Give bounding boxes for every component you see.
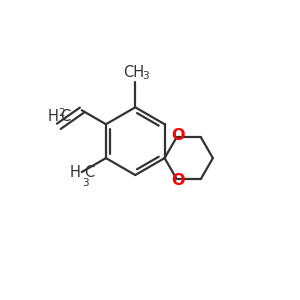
Text: 2: 2 (58, 108, 64, 118)
Text: C: C (60, 109, 70, 124)
Text: H: H (48, 109, 59, 124)
Text: CH: CH (123, 65, 144, 80)
Text: 3: 3 (82, 178, 88, 188)
Text: O: O (171, 128, 185, 143)
Text: C: C (84, 165, 94, 180)
Text: 3: 3 (142, 71, 148, 81)
Text: O: O (171, 173, 185, 188)
Text: H: H (69, 165, 80, 180)
